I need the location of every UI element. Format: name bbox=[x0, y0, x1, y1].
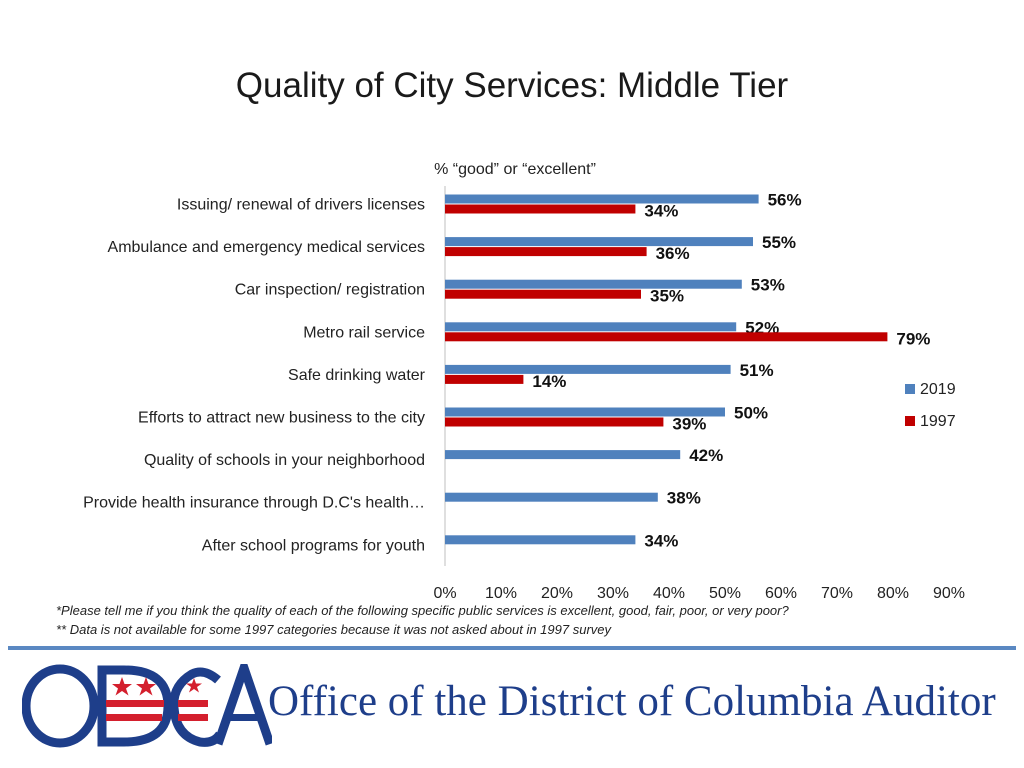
data-label-2019: 34% bbox=[644, 531, 678, 550]
bar-2019 bbox=[445, 364, 731, 374]
data-label-2019: 53% bbox=[751, 276, 785, 295]
data-label-1997: 39% bbox=[672, 415, 706, 434]
data-label-1997: 34% bbox=[644, 202, 678, 221]
category-label: Provide health insurance through D.C's h… bbox=[83, 495, 425, 512]
data-label-1997: 36% bbox=[656, 244, 690, 263]
category-label: Car inspection/ registration bbox=[235, 282, 425, 299]
data-label-2019: 50% bbox=[734, 404, 768, 423]
legend-swatch-1997 bbox=[905, 416, 915, 426]
bar-2019 bbox=[445, 322, 737, 332]
x-tick-label: 40% bbox=[653, 585, 685, 602]
bar-2019 bbox=[445, 450, 681, 460]
x-tick-label: 90% bbox=[933, 585, 965, 602]
bar-2019 bbox=[445, 237, 753, 247]
bar-2019 bbox=[445, 492, 658, 502]
bar-1997 bbox=[445, 332, 888, 342]
data-label-2019: 38% bbox=[667, 489, 701, 508]
data-label-2019: 51% bbox=[740, 361, 774, 380]
auditor-office-name: Office of the District of Columbia Audit… bbox=[268, 678, 996, 725]
data-label-1997: 79% bbox=[896, 329, 930, 348]
category-label: Issuing/ renewal of drivers licenses bbox=[177, 197, 425, 214]
category-label: Quality of schools in your neighborhood bbox=[144, 452, 425, 469]
bar-chart: % “good” or “excellent” Issuing/ renewal … bbox=[83, 161, 965, 602]
category-label: Safe drinking water bbox=[288, 367, 426, 384]
bar-2019 bbox=[445, 407, 725, 417]
category-label: Efforts to attract new business to the c… bbox=[138, 410, 425, 427]
data-label-2019: 55% bbox=[762, 233, 796, 252]
x-tick-label: 60% bbox=[765, 585, 797, 602]
x-tick-label: 0% bbox=[433, 585, 456, 602]
x-tick-label: 30% bbox=[597, 585, 629, 602]
category-label: Ambulance and emergency medical services bbox=[108, 239, 425, 256]
data-label-1997: 35% bbox=[650, 287, 684, 306]
bar-1997 bbox=[445, 374, 524, 384]
x-tick-label: 80% bbox=[877, 585, 909, 602]
x-tick-label: 10% bbox=[485, 585, 517, 602]
divider-rule bbox=[8, 646, 1016, 650]
data-label-1997: 14% bbox=[532, 372, 566, 391]
bar-2019 bbox=[445, 279, 742, 289]
legend-swatch-2019 bbox=[905, 384, 915, 394]
x-tick-label: 50% bbox=[709, 585, 741, 602]
category-label: Metro rail service bbox=[303, 324, 425, 341]
x-tick-label: 70% bbox=[821, 585, 853, 602]
chart-title: Quality of City Services: Middle Tier bbox=[235, 66, 789, 105]
footnote-question: *Please tell me if you think the quality… bbox=[56, 603, 789, 618]
chart-subtitle: % “good” or “excellent” bbox=[434, 161, 596, 178]
bar-1997 bbox=[445, 417, 664, 427]
bar-2019 bbox=[445, 194, 759, 204]
footnote-data-availability: ** Data is not available for some 1997 c… bbox=[56, 622, 612, 637]
data-label-2019: 56% bbox=[768, 191, 802, 210]
category-label: After school programs for youth bbox=[202, 537, 425, 554]
bar-1997 bbox=[445, 204, 636, 214]
x-tick-label: 20% bbox=[541, 585, 573, 602]
legend-label-1997: 1997 bbox=[920, 413, 956, 430]
data-label-2019: 42% bbox=[689, 446, 723, 465]
bar-1997 bbox=[445, 289, 641, 299]
legend-label-2019: 2019 bbox=[920, 381, 956, 398]
odca-logo-icon bbox=[22, 664, 272, 748]
bar-1997 bbox=[445, 247, 647, 257]
bar-2019 bbox=[445, 535, 636, 545]
